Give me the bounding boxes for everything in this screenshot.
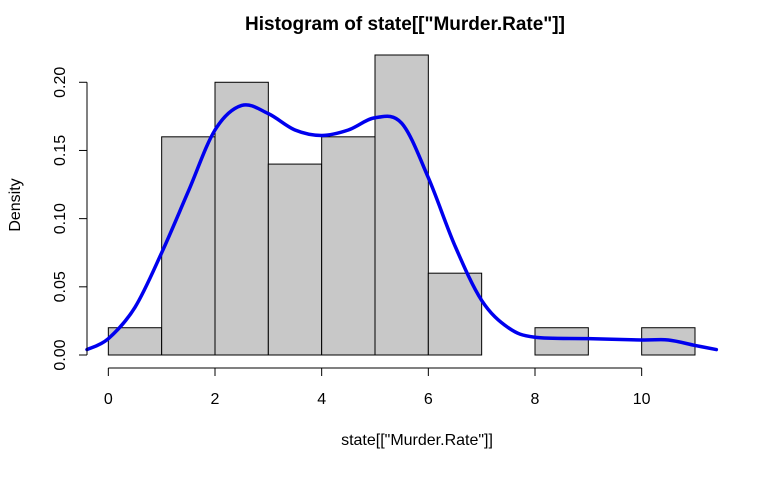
histogram-bar <box>374 54 429 356</box>
y-tick-label: 0.05 <box>52 271 69 302</box>
bars-layer <box>107 54 696 356</box>
density-layer <box>85 103 719 352</box>
histogram-bar <box>267 163 323 356</box>
x-tick-label: 0 <box>104 391 113 408</box>
x-tick-label: 10 <box>633 391 651 408</box>
x-tick-label: 8 <box>531 391 540 408</box>
histogram-bar <box>534 327 589 356</box>
x-axis: 0 2 4 6 8 10 <box>104 367 651 408</box>
x-tick-label: 4 <box>317 391 326 408</box>
y-tick-label: 0.00 <box>52 339 69 370</box>
histogram-bar <box>321 136 376 356</box>
density-curve <box>85 103 719 352</box>
chart-title: Histogram of state[["Murder.Rate"]] <box>245 14 565 35</box>
y-tick-label: 0.15 <box>52 135 69 166</box>
y-tick-label: 0.20 <box>52 67 69 98</box>
histogram-bar <box>161 136 216 356</box>
histogram-bar <box>214 81 269 356</box>
x-tick-label: 6 <box>424 391 433 408</box>
y-axis: 0.00 0.05 0.10 0.15 0.20 <box>52 67 88 371</box>
x-tick-label: 2 <box>211 391 220 408</box>
y-axis-label: Density <box>7 178 24 231</box>
x-axis-label: state[["Murder.Rate"]] <box>341 432 493 449</box>
y-tick-label: 0.10 <box>52 203 69 234</box>
